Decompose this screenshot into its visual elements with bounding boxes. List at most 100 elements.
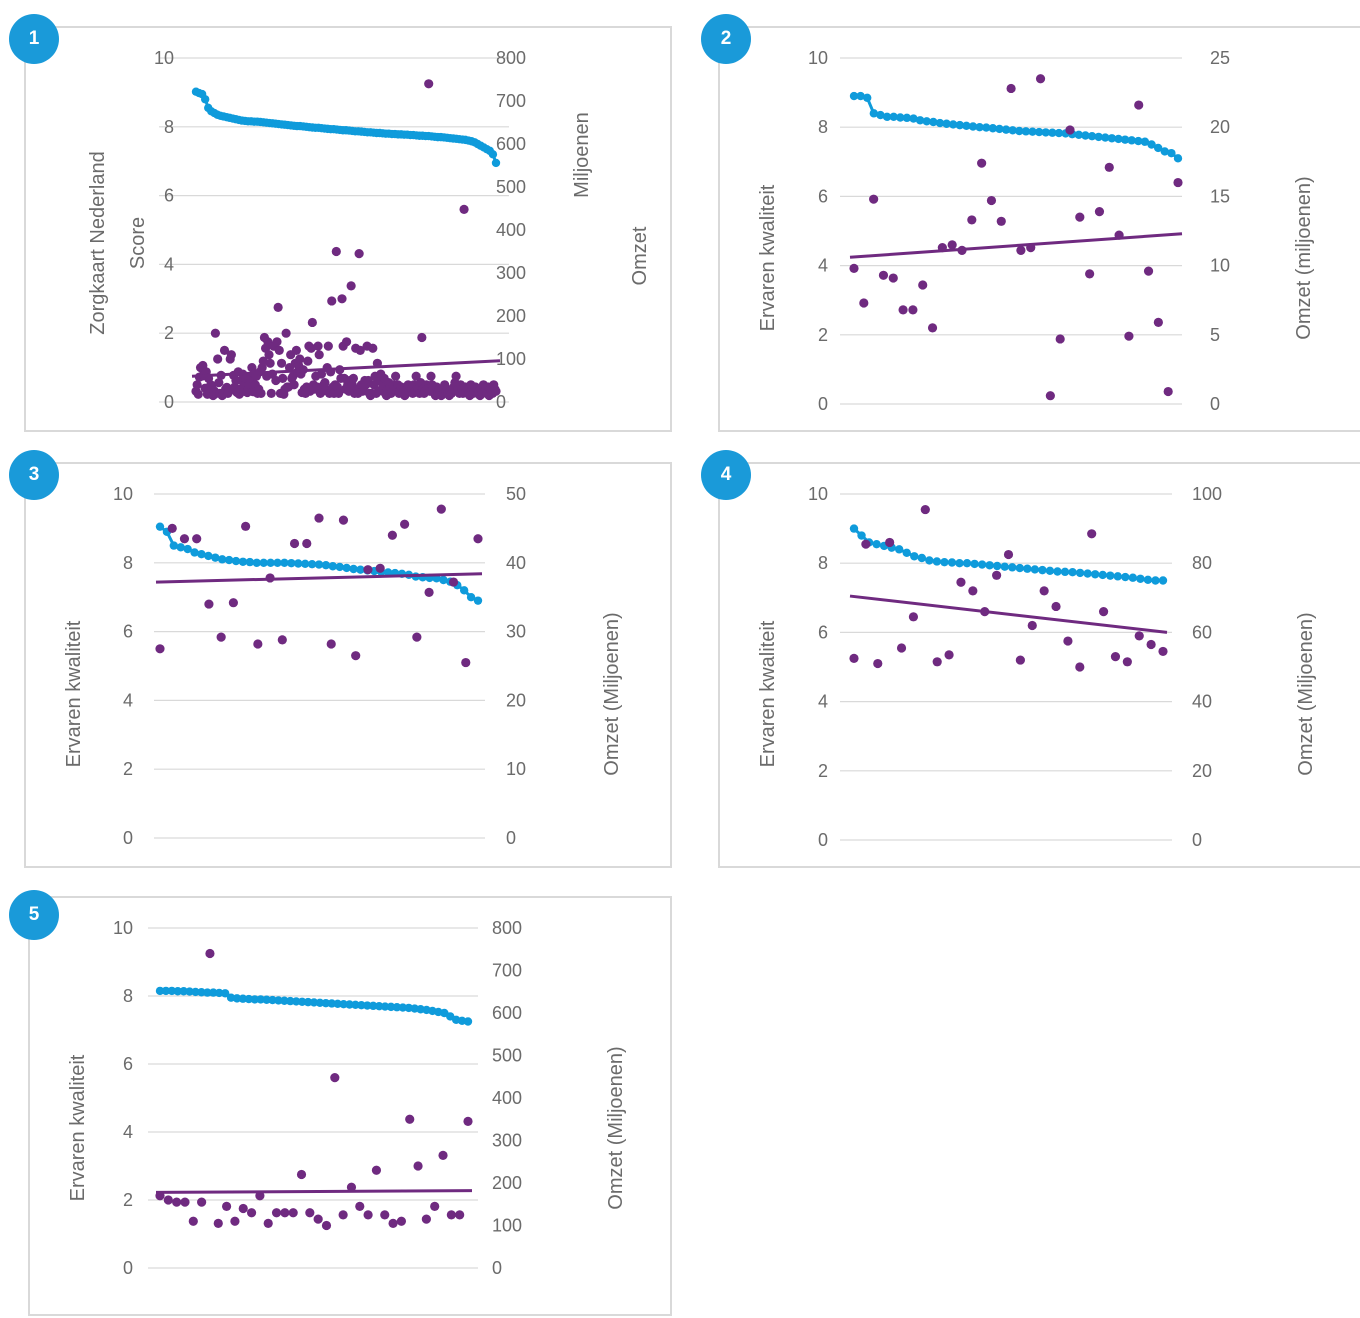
revenue-point — [1027, 620, 1037, 631]
quality-point — [1136, 574, 1145, 583]
revenue-point — [446, 1210, 456, 1220]
y-axis-right-tick-label: 100 — [496, 349, 526, 369]
quality-point — [491, 158, 501, 168]
y-axis-right-tick-label: 50 — [506, 484, 526, 504]
y-axis-right-tick-label: 40 — [1192, 692, 1212, 712]
y-axis-right-tick-label: 20 — [1210, 117, 1230, 137]
revenue-point — [387, 530, 397, 540]
y-axis-left-title: Score — [127, 217, 149, 269]
quality-point — [369, 1001, 378, 1011]
revenue-point — [180, 1197, 190, 1207]
revenue-point — [226, 350, 236, 360]
revenue-point — [430, 1201, 440, 1211]
quality-point — [940, 557, 949, 567]
revenue-point — [276, 358, 287, 368]
revenue-point — [210, 328, 220, 338]
quality-point — [197, 988, 206, 997]
quality-point — [439, 575, 448, 585]
revenue-point — [451, 371, 461, 381]
revenue-point — [314, 513, 324, 523]
y-axis-right-tick-label: 60 — [1192, 622, 1212, 642]
quality-point — [985, 561, 994, 570]
revenue-point — [1163, 386, 1173, 397]
revenue-point — [411, 371, 421, 381]
quality-point — [349, 564, 358, 574]
quality-point — [351, 1000, 360, 1010]
chart-number-badge-5: 5 — [9, 890, 59, 940]
quality-point — [1173, 154, 1183, 163]
quality-point — [1015, 126, 1024, 136]
quality-point — [882, 112, 892, 122]
revenue-point — [424, 79, 434, 89]
quality-point — [1021, 127, 1031, 136]
quality-point — [259, 558, 268, 567]
quality-point — [183, 544, 192, 554]
revenue-point — [1094, 207, 1105, 217]
revenue-point — [363, 1210, 373, 1220]
y-axis-left-title: Zorgkaart Nederland — [87, 151, 109, 334]
y-axis-right-tick-label: 100 — [492, 1216, 522, 1236]
quality-point — [863, 93, 872, 102]
y-axis-right-tick-label: 20 — [1192, 761, 1212, 781]
revenue-point — [885, 537, 895, 548]
y-axis-left-tick-label: 4 — [123, 690, 133, 710]
revenue-point — [338, 515, 349, 525]
revenue-point — [413, 1161, 423, 1171]
chart-number-badge-4: 4 — [701, 450, 751, 500]
revenue-point — [291, 345, 301, 355]
chart-number-badge-1: 1 — [9, 14, 59, 64]
revenue-point — [313, 341, 323, 351]
y-axis-right-tick-label: 500 — [496, 177, 526, 197]
y-axis-right-tick-label: 40 — [506, 553, 526, 573]
quality-point — [307, 559, 317, 569]
revenue-point — [246, 1208, 257, 1218]
quality-point — [459, 586, 469, 595]
quality-point — [1107, 134, 1117, 143]
y-axis-right-tick-label: 0 — [1210, 394, 1220, 414]
chart-5: 02468100100200300400500600700800Ervaren … — [67, 918, 627, 1278]
quality-point — [309, 998, 319, 1007]
revenue-point — [327, 296, 337, 306]
y-axis-left-tick-label: 6 — [818, 622, 828, 642]
revenue-point — [230, 1216, 240, 1226]
revenue-point — [323, 341, 333, 351]
quality-point — [948, 120, 958, 129]
chart-panel-3: 0 2 4 6 8 10 0 10 20 30 40 50 Ervaren kwaliteit Omzet… — [24, 462, 672, 868]
y-axis-right-title: Omzet (Miljoenen) — [605, 1046, 627, 1209]
revenue-point — [303, 356, 313, 366]
quality-point — [266, 558, 275, 567]
revenue-point — [179, 534, 190, 544]
revenue-point — [314, 350, 324, 360]
revenue-point — [355, 345, 365, 355]
quality-point — [167, 986, 177, 996]
quality-point — [215, 988, 224, 998]
revenue-point — [1085, 269, 1095, 279]
quality-point — [857, 531, 866, 540]
chart-panel-4: 0 2 4 6 8 10 0 20 40 60 80 100 Ervaren kwaliteit Omze… — [718, 462, 1360, 868]
y-axis-left-tick-label: 2 — [164, 323, 174, 343]
quality-point — [947, 558, 957, 567]
quality-point — [1160, 147, 1169, 156]
revenue-point — [436, 504, 446, 514]
y-axis-left-tick-label: 2 — [123, 1190, 133, 1210]
quality-point — [339, 999, 348, 1009]
y-axis-right-tick-label: 5 — [1210, 325, 1220, 345]
quality-point — [231, 556, 241, 566]
revenue-point — [219, 345, 230, 355]
revenue-point — [255, 1191, 265, 1201]
revenue-point — [461, 657, 471, 668]
quality-point — [982, 123, 991, 132]
quality-point — [280, 996, 289, 1005]
revenue-trendline — [155, 1189, 473, 1194]
quality-point — [992, 561, 1002, 571]
revenue-point — [455, 1210, 465, 1220]
revenue-point — [977, 158, 987, 168]
quality-point — [345, 1000, 354, 1009]
quality-point — [1015, 563, 1025, 573]
revenue-point — [1063, 636, 1073, 646]
y-axis-left-tick-label: 6 — [123, 1054, 133, 1074]
revenue-point — [305, 1208, 315, 1218]
quality-point — [869, 109, 879, 118]
y-axis-right-tick-label: 80 — [1192, 553, 1212, 573]
chart-3: 0 2 4 6 8 10 0 10 20 30 40 50 Ervaren kwaliteit Omzet… — [63, 484, 623, 848]
